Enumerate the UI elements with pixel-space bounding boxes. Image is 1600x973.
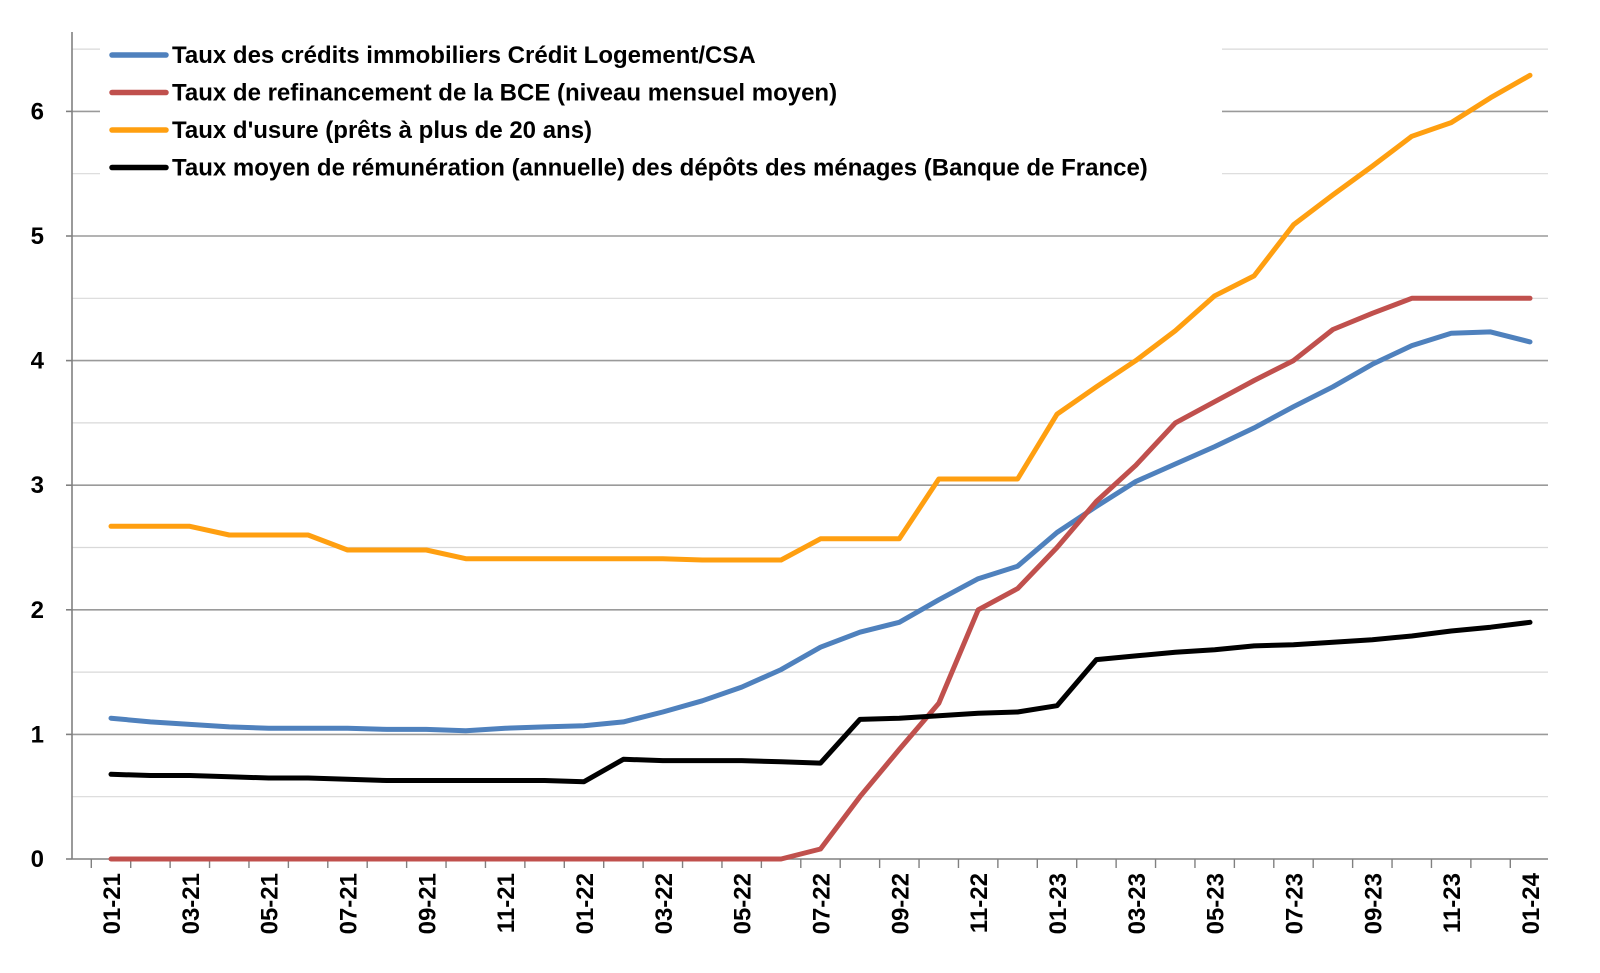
x-tick-label: 03-21 [178,873,205,934]
x-tick-label: 01-22 [572,873,599,934]
x-tick-label: 05-21 [257,873,284,934]
x-tick-label: 01-23 [1045,873,1072,934]
legend-background [100,36,1222,196]
x-tick-label: 05-23 [1203,873,1230,934]
x-tick-label: 05-22 [730,873,757,934]
y-tick-label: 0 [31,846,44,873]
legend: Taux des crédits immobiliers Crédit Loge… [100,36,1222,196]
x-tick-label: 01-24 [1518,872,1545,934]
x-tick-label: 09-21 [414,873,441,934]
x-tick-label: 09-22 [887,873,914,934]
legend-label-1: Taux des crédits immobiliers Crédit Loge… [172,42,756,69]
y-tick-label: 3 [31,472,44,499]
legend-label-2: Taux de refinancement de la BCE (niveau … [172,80,837,107]
series-line-1 [108,329,1533,734]
y-tick-label: 2 [31,597,44,624]
series-lines [108,72,1533,862]
x-tick-label: 11-22 [966,873,993,933]
legend-label-3: Taux d'usure (prêts à plus de 20 ans) [172,117,592,144]
series-line-4 [108,619,1533,785]
legend-label-4: Taux moyen de rémunération (annuelle) de… [172,155,1148,182]
x-axis-ticks: 01-21 03-21 05-21 07-21 09-21 11-21 01-22 03-22… [90,859,1545,934]
x-tick-label: 03-23 [1124,873,1151,934]
y-tick-label: 4 [31,348,45,375]
x-tick-label: 01-21 [99,873,126,934]
y-tick-label: 1 [31,721,44,748]
x-tick-label: 11-23 [1439,873,1466,933]
y-tick-label: 6 [31,98,44,125]
series-line-3 [108,72,1533,563]
y-axis-ticks: 0 1 2 3 4 5 6 [31,98,72,873]
series-line-2 [108,295,1533,862]
x-tick-label: 09-23 [1360,873,1387,934]
x-tick-label: 11-21 [493,873,520,933]
y-tick-label: 5 [31,223,44,250]
x-tick-label: 07-22 [809,873,836,934]
x-tick-label: 03-22 [651,873,678,934]
x-tick-label: 07-21 [336,873,363,934]
x-tick-label: 07-23 [1282,873,1309,934]
